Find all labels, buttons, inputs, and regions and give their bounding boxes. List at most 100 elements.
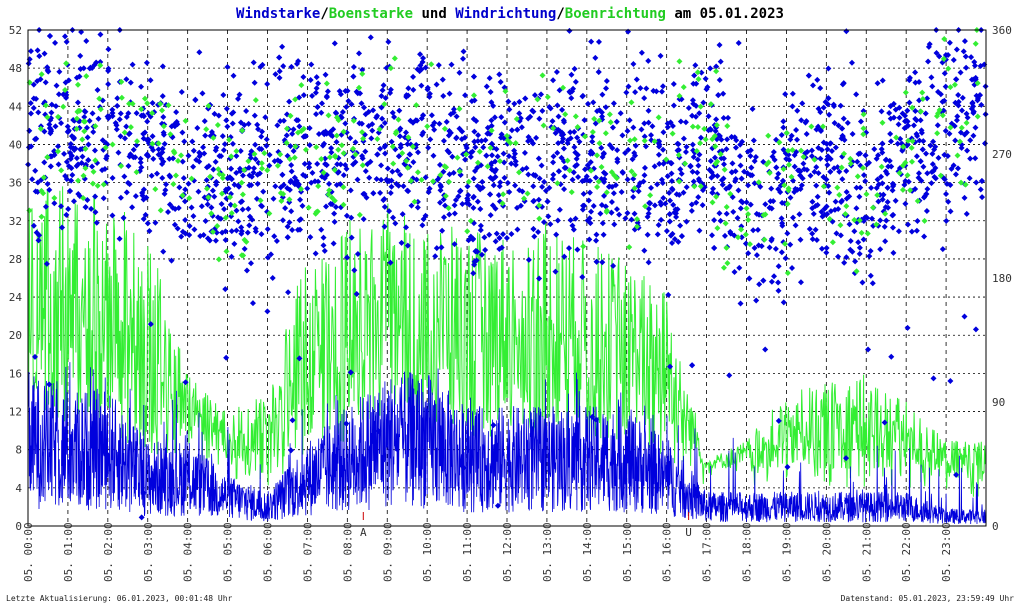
wind-direction-point: [178, 89, 185, 96]
wind-direction-point: [44, 181, 51, 188]
gust-direction-point: [738, 226, 745, 233]
wind-direction-point: [751, 244, 758, 251]
gust-direction-point: [437, 171, 444, 178]
wind-direction-point: [161, 190, 168, 197]
wind-direction-point: [138, 514, 145, 521]
wind-direction-point: [195, 188, 202, 195]
wind-direction-point: [494, 153, 501, 160]
gust-direction-point: [713, 68, 720, 75]
wind-direction-point: [201, 118, 208, 125]
y-left-tick-label: 36: [9, 177, 22, 190]
wind-direction-point: [63, 158, 70, 165]
wind-direction-point: [874, 80, 881, 87]
wind-direction-point: [921, 233, 928, 240]
wind-direction-point: [455, 193, 462, 200]
gust-direction-point: [390, 160, 397, 167]
wind-direction-point: [500, 150, 507, 157]
gust-direction-point: [488, 127, 495, 134]
wind-direction-point: [320, 242, 327, 249]
wind-direction-point: [480, 144, 487, 151]
gust-direction-point: [454, 154, 461, 161]
wind-direction-point: [279, 217, 286, 224]
wind-direction-point: [105, 46, 112, 53]
plot-border: [27, 29, 987, 527]
wind-direction-point: [775, 417, 782, 424]
gust-direction-point: [442, 192, 449, 199]
wind-direction-point: [669, 239, 676, 246]
wind-direction-point: [899, 110, 906, 117]
wind-direction-point: [492, 205, 499, 212]
gust-direction-point: [859, 164, 866, 171]
gust-direction-point: [60, 103, 67, 110]
gust-direction-point: [188, 175, 195, 182]
wind-direction-point: [419, 131, 426, 138]
gust-direction-point: [441, 125, 448, 132]
wind-direction-point: [614, 156, 621, 163]
wind-direction-point: [27, 110, 34, 117]
wind-direction-point: [817, 155, 824, 162]
wind-direction-point: [343, 165, 350, 172]
wind-direction-point: [299, 202, 306, 209]
wind-direction-point: [125, 110, 132, 117]
gust-direction-point: [499, 200, 506, 207]
wind-direction-point: [666, 218, 673, 225]
wind-direction-point: [369, 127, 376, 134]
gust-line: [27, 186, 986, 497]
wind-direction-point: [125, 163, 132, 170]
wind-direction-point: [367, 34, 374, 41]
wind-direction-point: [677, 222, 684, 229]
wind-direction-point: [598, 201, 605, 208]
wind-direction-point: [68, 133, 75, 140]
wind-direction-point: [549, 175, 556, 182]
wind-direction-point: [818, 208, 825, 215]
wind-direction-point: [823, 140, 830, 147]
wind-direction-point: [887, 115, 894, 122]
wind-direction-point: [65, 206, 72, 213]
wind-direction-point: [263, 136, 270, 143]
gust-direction-point: [223, 248, 230, 255]
gust-direction-point: [178, 152, 185, 159]
x-tick-label: 05. 13:00: [541, 522, 554, 582]
wind-direction-point: [101, 165, 108, 172]
wind-direction-point: [116, 235, 123, 242]
gust-direction-point: [958, 124, 965, 131]
wind-direction-point: [506, 106, 513, 113]
wind-direction-point: [239, 206, 246, 213]
gust-direction-point: [550, 125, 557, 132]
wind-direction-point: [581, 177, 588, 184]
gust-direction-point: [214, 122, 221, 129]
wind-direction-point: [284, 234, 291, 241]
wind-direction-point: [747, 147, 754, 154]
wind-direction-point: [191, 226, 198, 233]
wind-direction-point: [194, 125, 201, 132]
wind-direction-point: [668, 170, 675, 177]
gust-direction-point: [702, 136, 709, 143]
wind-direction-point: [694, 169, 701, 176]
wind-direction-point: [190, 213, 197, 220]
footer-data-status: Datenstand: 05.01.2023, 23:59:49 Uhr: [841, 594, 1015, 603]
wind-direction-point: [258, 203, 265, 210]
wind-direction-point: [470, 204, 477, 211]
gust-direction-point: [94, 182, 101, 189]
wind-direction-point: [249, 216, 256, 223]
wind-direction-point: [228, 165, 235, 172]
wind-direction-point: [51, 148, 58, 155]
wind-direction-point: [212, 147, 219, 154]
wind-direction-point: [573, 155, 580, 162]
wind-direction-point: [330, 240, 337, 247]
wind-direction-point: [61, 150, 68, 157]
wind-direction-point: [235, 183, 242, 190]
gust-direction-point: [359, 70, 366, 77]
wind-direction-point: [837, 232, 844, 239]
wind-direction-point: [76, 73, 83, 80]
wind-direction-point: [223, 354, 230, 361]
wind-direction-point: [737, 300, 744, 307]
wind-direction-point: [31, 353, 38, 360]
wind-direction-point: [904, 107, 911, 114]
wind-direction-point: [181, 138, 188, 145]
wind-direction-point: [277, 118, 284, 125]
wind-direction-point: [654, 181, 661, 188]
gust-direction-point: [474, 159, 481, 166]
wind-direction-point: [736, 264, 743, 271]
